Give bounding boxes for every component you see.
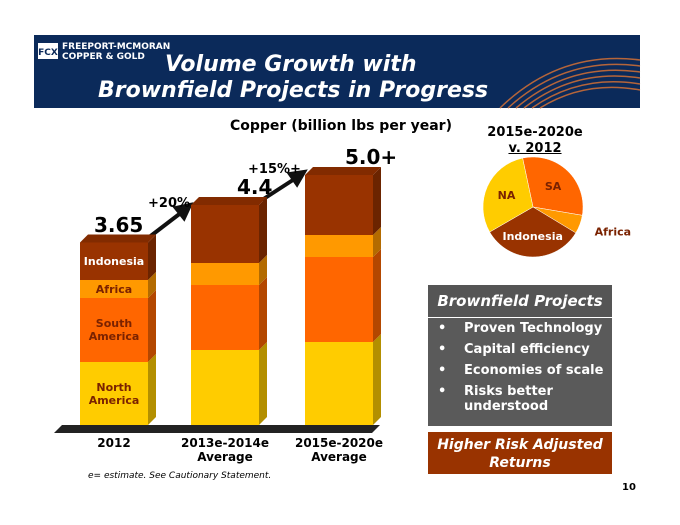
bar-side (259, 342, 267, 425)
bar-side (373, 334, 381, 425)
bar-segment (305, 175, 373, 235)
bar-top (305, 167, 381, 175)
chart-title: Copper (billion lbs per year) (230, 118, 452, 134)
bullet: Capital efficiency (428, 339, 612, 360)
x-tick-label: 2015e-2020e Average (294, 436, 384, 464)
footnote: e= estimate. See Cautionary Statement. (88, 471, 272, 481)
bar-segment (80, 280, 148, 298)
pie-slice (482, 157, 534, 233)
bar-side (259, 255, 267, 285)
bar-side (148, 272, 156, 298)
growth-annotation: +20% (148, 196, 191, 211)
bar-side (148, 290, 156, 362)
series-label: North America (88, 380, 140, 407)
bar-segment (80, 242, 148, 280)
pie-slice (489, 206, 577, 258)
slice-label: NA (498, 189, 516, 202)
arrows (146, 169, 308, 240)
pie-title: v. 2012 (508, 141, 562, 156)
bar-side (259, 197, 267, 263)
bullet: Proven Technology (428, 318, 612, 339)
x-tick-label: 2012 (97, 436, 131, 450)
bar-side (373, 227, 381, 257)
logo-box (38, 43, 58, 59)
bar-segment (80, 362, 148, 425)
series-label: South America (88, 317, 140, 343)
bar-top (191, 197, 267, 205)
series-label: Indonesia (83, 254, 145, 268)
bar-segment (191, 263, 259, 285)
header-band (34, 35, 640, 108)
total-label: 4.4 (237, 175, 273, 199)
bar-side (373, 167, 381, 235)
bullet: Economies of scale (428, 360, 612, 381)
bar-segment (191, 205, 259, 263)
bar-side (373, 249, 381, 342)
page-number: 10 (622, 482, 636, 493)
pie-title: 2015e-2020e (487, 125, 583, 140)
title-line: Brownfield Projects in Progress (98, 78, 489, 103)
bar-top (80, 234, 156, 243)
brownfield-footer: Higher Risk Adjusted Returns (428, 432, 612, 474)
bar-side (148, 354, 156, 425)
slice-label: SA (545, 180, 562, 193)
bar-segment (80, 298, 148, 362)
title-line: Volume Growth with (165, 52, 417, 77)
bar-side (148, 234, 156, 280)
growth-annotation: +15%+ (248, 162, 301, 177)
slice-label: Africa (595, 225, 631, 238)
bar-segment (191, 285, 259, 350)
bullet: Risks better understood (428, 381, 612, 417)
logo-mark: FCX (38, 48, 58, 58)
logo-text: FREEPORT-MCMORAN (62, 42, 170, 52)
bullet-list: Proven TechnologyCapital efficiencyEcono… (428, 318, 612, 426)
series-label: Africa (95, 282, 133, 296)
floor (54, 425, 380, 433)
logo-text: COPPER & GOLD (62, 52, 145, 62)
bar-segment (305, 257, 373, 342)
pie-slice (522, 156, 584, 216)
bar-segment (305, 342, 373, 425)
brownfield-title: Brownfield Projects (428, 285, 612, 317)
total-label: 5.0+ (345, 145, 398, 169)
total-label: 3.65 (94, 212, 144, 237)
bar-segment (191, 350, 259, 425)
slice-label: Indonesia (503, 230, 563, 243)
bar-side (259, 277, 267, 350)
copper-coil (499, 57, 641, 109)
bar-segment (305, 235, 373, 257)
x-tick-label: 2013e-2014e Average (180, 436, 270, 464)
